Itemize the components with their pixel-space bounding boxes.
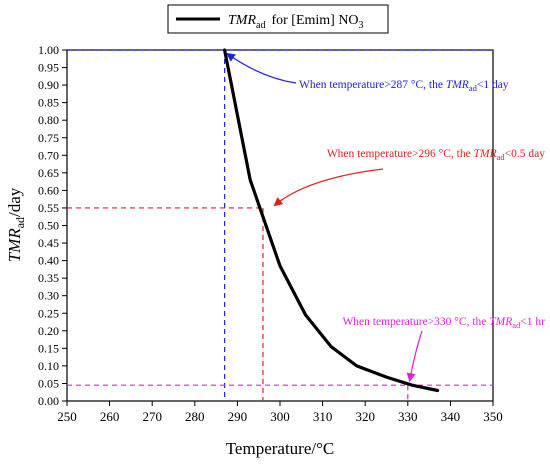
y-tick-label: 0.35 [38,271,59,285]
y-tick-label: 1.00 [38,43,59,57]
y-tick-label: 0.90 [38,78,59,92]
x-axis-title: Temperature/°C [226,439,335,458]
annotation-prefix: When temperature>287 °C, the [299,79,446,91]
y-tick-label: 0.15 [38,341,59,355]
y-tick-label: 0.05 [38,376,59,390]
annotation-subscript: ad [512,320,521,330]
x-tick-label: 250 [57,409,77,424]
y-tick-label: 0.55 [38,201,59,215]
annotations: When temperature>287 °C, the TMRad<1 day… [225,52,545,383]
series-line [223,48,440,393]
annotation-subscript: ad [497,152,506,162]
y-axis-title-suffix: /day [5,187,24,217]
legend-rest-text: for [Emim] NO [271,13,358,28]
x-tick-label: 340 [441,409,461,424]
y-axis-title-main: TMR [5,228,24,263]
y-axis-title-subscript: ad [13,217,27,228]
annotation-prefix: When temperature>296 °C, the [327,148,474,160]
x-tick-label: 320 [355,409,375,424]
y-tick-label: 0.10 [38,359,59,373]
reference-lines [67,49,493,401]
y-tick-label: 0.80 [38,113,59,127]
x-tick-label: 290 [228,409,248,424]
annotation-arrow [225,52,297,84]
x-tick-label: 310 [313,409,333,424]
annotation-subscript: ad [469,83,478,93]
y-tick-label: 0.30 [38,289,59,303]
legend-tmr-subscript: ad [256,20,265,31]
legend-rest-subscript: 3 [359,20,364,31]
annotation-arrow [406,330,423,383]
y-axis-title: TMRad/day [5,187,27,262]
y-tick-label: 0.25 [38,306,59,320]
x-tick-label: 330 [398,409,418,424]
annotation-text: When temperature>287 °C, the TMRad<1 day [299,79,509,93]
x-tick-label: 300 [270,409,290,424]
annotation-suffix: <1 day [477,79,509,91]
legend-label: TMRad for [Emim] NO3 [228,13,364,31]
y-tick-label: 0.50 [38,219,59,233]
legend: TMRad for [Emim] NO3 [167,4,389,34]
annotation-text: When temperature>296 °C, the TMRad<0.5 d… [327,148,545,162]
y-tick-label: 0.20 [38,324,59,338]
y-tick-label: 0.40 [38,254,59,268]
x-tick-label: 280 [185,409,205,424]
y-tick-label: 0.85 [38,96,59,110]
y-tick-label: 0.60 [38,183,59,197]
y-tick-label: 0.45 [38,236,59,250]
annotation-tmr: TMR [489,316,512,328]
y-tick-label: 0.00 [38,394,59,408]
annotation-prefix: When temperature>330 °C, the [342,316,489,328]
annotation-tmr: TMR [474,148,497,160]
y-tick-label: 0.75 [38,131,59,145]
annotation-text: When temperature>330 °C, the TMRad<1 hr [342,316,545,330]
annotation-arrow [273,168,384,207]
y-tick-label: 0.65 [38,166,59,180]
plot-frame [66,49,494,402]
x-tick-label: 350 [483,409,503,424]
x-tick-label: 270 [142,409,162,424]
x-axis: 250 260 270 280 290 300 310 320 330 340 350 [57,401,503,424]
annotation-suffix: <0.5 day [505,148,546,160]
y-tick-label: 0.70 [38,148,59,162]
y-tick-label: 0.95 [38,61,59,75]
x-tick-label: 260 [100,409,120,424]
annotation-suffix: <1 hr [520,316,545,328]
y-axis: 0.00 0.05 0.10 0.15 0.20 0.25 0.30 0.35 0.40 0.45… [38,43,67,408]
legend-tmr-text: TMR [228,13,256,28]
annotation-tmr: TMR [446,79,469,91]
series-layer [223,48,440,393]
